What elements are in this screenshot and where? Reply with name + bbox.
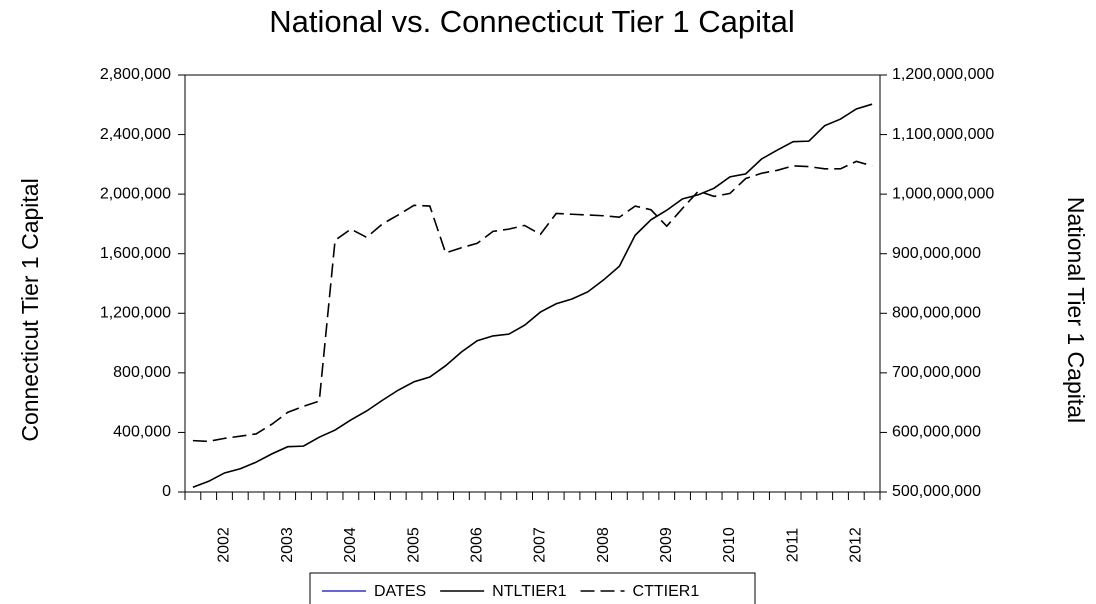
- legend-label: CTTIER1: [633, 583, 700, 600]
- x-tick-label: 2007: [532, 527, 549, 563]
- x-tick-label: 2012: [848, 527, 865, 563]
- y2-tick-label: 1,000,000,000: [892, 185, 994, 202]
- y-tick-label: 400,000: [113, 424, 171, 441]
- y2-tick-label: 1,100,000,000: [892, 126, 994, 143]
- y2-tick-label: 800,000,000: [892, 305, 981, 322]
- plot-frame: [184, 74, 881, 493]
- y-tick-label: 1,600,000: [100, 245, 171, 262]
- x-tick-label: 2005: [405, 527, 422, 563]
- y-tick-label: 2,000,000: [100, 185, 171, 202]
- chart-title: National vs. Connecticut Tier 1 Capital: [269, 4, 795, 39]
- y2-tick-label: 700,000,000: [892, 364, 981, 381]
- x-tick-label: 2008: [595, 527, 612, 563]
- y-tick-label: 2,400,000: [100, 126, 171, 143]
- series-line: [192, 160, 873, 443]
- y-tick-label: 2,800,000: [100, 66, 171, 83]
- legend-label: DATES: [374, 583, 426, 600]
- y2-tick-label: 500,000,000: [892, 483, 981, 500]
- x-tick-label: 2006: [468, 527, 485, 563]
- x-tick-label: 2011: [784, 528, 801, 563]
- legend-label: NTLTIER1: [492, 583, 566, 600]
- y-tick-label: 1,200,000: [100, 305, 171, 322]
- x-tick-label: 2010: [721, 527, 738, 563]
- y-tick-label: 800,000: [113, 364, 171, 381]
- legend-box: [309, 572, 756, 604]
- y2-tick-label: 600,000,000: [892, 424, 981, 441]
- y-axis-title: Connecticut Tier 1 Capital: [17, 178, 43, 441]
- x-tick-label: 2004: [342, 527, 359, 563]
- series-line: [192, 103, 873, 488]
- y2-axis-title: National Tier 1 Capital: [1063, 197, 1089, 423]
- x-tick-label: 2002: [216, 527, 233, 563]
- x-tick-label: 2003: [279, 527, 296, 563]
- y-tick-label: 0: [162, 483, 171, 500]
- y2-tick-label: 1,200,000,000: [892, 66, 994, 83]
- y2-tick-label: 900,000,000: [892, 245, 981, 262]
- x-tick-label: 2009: [658, 527, 675, 563]
